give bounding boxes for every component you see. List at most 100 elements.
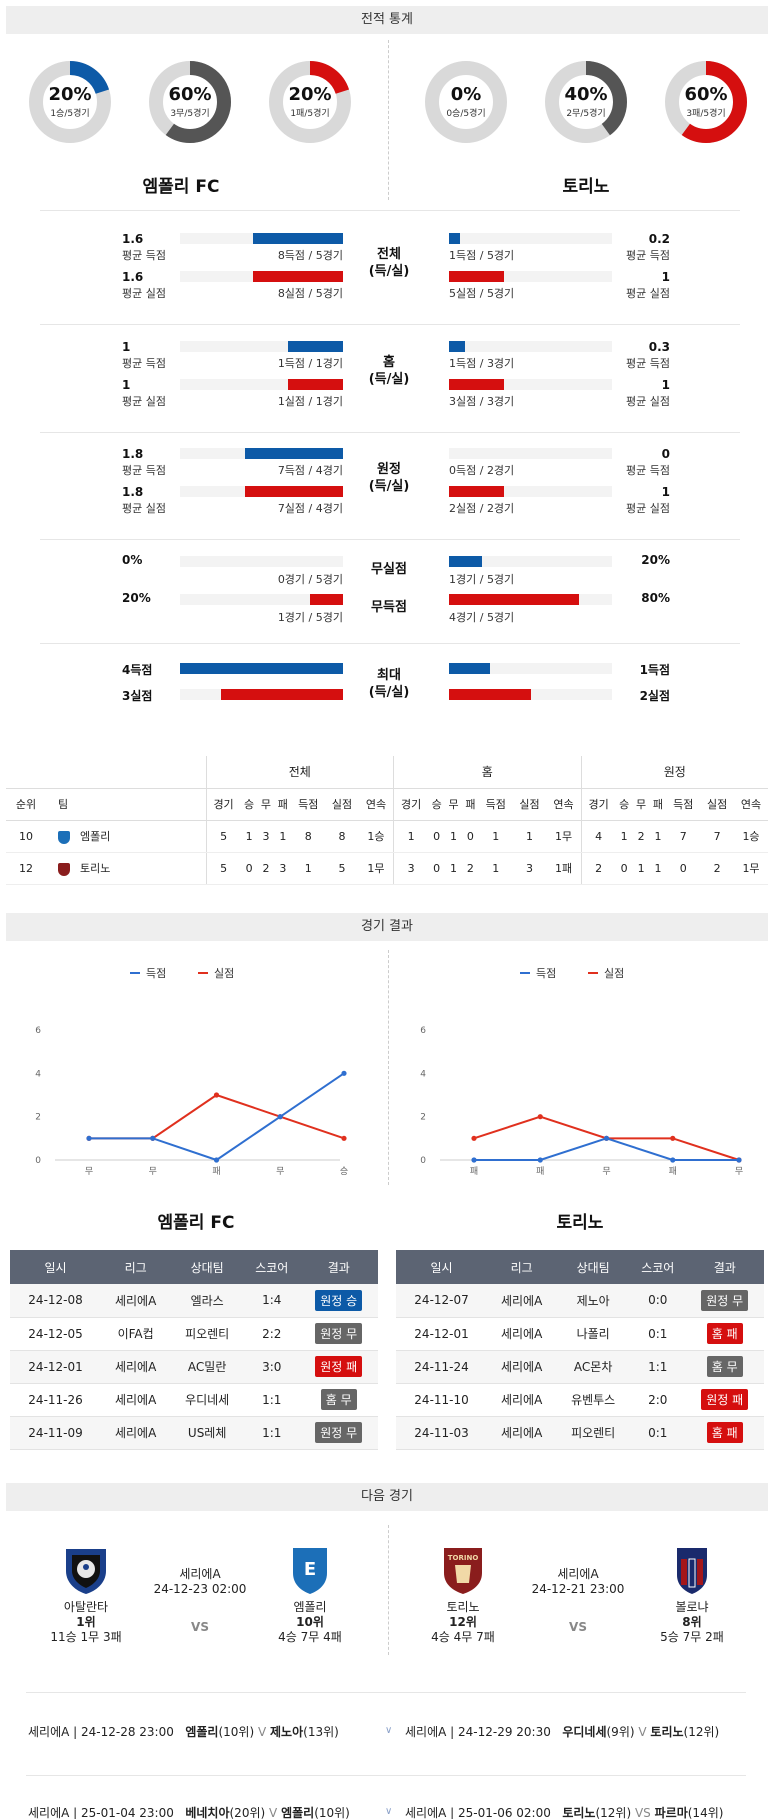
donut-arc: [665, 61, 747, 143]
rank-col-head: 연속: [358, 787, 394, 821]
stat-bar-right-track: [449, 486, 612, 497]
results-result: 원정 승: [299, 1284, 378, 1318]
upcoming-right[interactable]: 세리에A | 24-12-29 20:30 우디네세(9위) V 토리노(12위…: [405, 1725, 720, 1739]
results-date: 24-11-26: [10, 1383, 102, 1417]
results-opp: 엘라스: [170, 1284, 245, 1318]
away-results-chart: 득점 실점 0 2 4 6 패 패 무 패 무: [420, 967, 743, 1177]
x-tick-label: 패: [470, 1166, 478, 1177]
donut-sub: 3패/5경기: [686, 109, 726, 119]
x-tick-label: 무: [735, 1166, 743, 1177]
stat-right-label: 평균 득점: [626, 357, 670, 370]
results-league: 세리에A: [101, 1284, 171, 1318]
results-score: 0:0: [630, 1284, 686, 1318]
y-tick-label: 6: [420, 1026, 426, 1036]
upcoming-right[interactable]: 세리에A | 25-01-06 02:00 토리노(12위) VS 파르마(14…: [405, 1806, 724, 1819]
results-opp: US레체: [170, 1416, 245, 1450]
next-header: 다음 경기: [6, 1483, 768, 1511]
pct-right-note: 1경기 / 5경기: [449, 573, 515, 586]
rank-col-head: 승: [240, 787, 258, 821]
results-league: 세리에A: [101, 1350, 171, 1384]
next-right-home-name: 토리노: [446, 1600, 480, 1614]
max-bar-right-bar: [449, 689, 531, 700]
rank-col-head: 실점: [700, 787, 734, 821]
max-left-value: 3실점: [122, 689, 153, 703]
stat-left-value: 1.8: [122, 447, 144, 461]
donut-ring: [29, 61, 111, 143]
torino-icon: [58, 862, 70, 876]
max-left-value: 4득점: [122, 663, 153, 677]
rank-group-away: 원정: [580, 756, 768, 788]
rank-cell: 0: [666, 852, 701, 885]
next-left-home-record: 11승 1무 3패: [50, 1630, 122, 1644]
results-row: 24-11-03 세리에A 피오렌티 0:1 홈 패: [396, 1416, 764, 1450]
y-tick-label: 2: [35, 1113, 41, 1123]
results-score: 1:4: [244, 1284, 300, 1318]
divider: [26, 1692, 746, 1693]
max-bar-left-bar: [180, 663, 343, 674]
results-score: 1:1: [244, 1383, 300, 1417]
stat-right-note: 1득점 / 3경기: [449, 357, 515, 370]
atalanta-crest-icon: [66, 1549, 106, 1594]
results-date: 24-12-01: [396, 1317, 488, 1351]
results-score: 0:1: [630, 1416, 686, 1450]
result-badge: 원정 패: [701, 1389, 749, 1410]
results-league: 세리에A: [487, 1383, 557, 1417]
stat-left-label: 평균 실점: [122, 287, 166, 300]
series-line: [89, 1093, 345, 1140]
donut-pct: 40%: [564, 84, 608, 105]
results-opp: 피오렌티: [556, 1416, 631, 1450]
next-left-datetime: 24-12-23 02:00: [153, 1582, 247, 1596]
result-badge: 원정 승: [315, 1289, 363, 1311]
rank-row: 12 토리노 5 0 2 3 1 5 1무 3 0 1 2 1 3 1패 2 0 1 1 0 2 1무: [6, 852, 768, 885]
rank-cell: 0: [240, 852, 258, 885]
results-col-head: 리그: [101, 1250, 171, 1284]
results-league: 세리에A: [101, 1383, 171, 1417]
chevron-down-icon[interactable]: ∨: [385, 1806, 393, 1817]
upcoming-left[interactable]: 세리에A | 24-12-28 23:00 엠폴리(10위) V 제노아(13위…: [28, 1725, 339, 1739]
divider: [40, 324, 740, 325]
stat-bar-right-bar: [449, 271, 505, 282]
series-point: [471, 1157, 477, 1163]
max-bar-left-track: [180, 689, 343, 700]
stat-left-note: 7실점 / 4경기: [277, 502, 343, 515]
stat-left-label: 평균 실점: [122, 395, 166, 408]
home-team-title: 엠폴리 FC: [142, 177, 220, 197]
rank-cell: 1무: [734, 852, 768, 885]
chevron-down-icon[interactable]: ∨: [385, 1725, 393, 1736]
stat-right-note: 5실점 / 5경기: [449, 287, 515, 300]
rank-cell: 1: [512, 820, 547, 853]
results-score: 2:0: [630, 1383, 686, 1417]
donut-ring: [425, 61, 507, 143]
stat-left-note: 8득점 / 5경기: [277, 249, 343, 262]
results-score: 2:2: [244, 1317, 300, 1351]
results-opp: 피오렌티: [170, 1317, 245, 1351]
pct-left-value: 0%: [122, 553, 143, 567]
stat-bar-left-track: [180, 448, 343, 459]
x-tick-label: 무: [602, 1166, 610, 1177]
pct-bar-right-track: [449, 556, 612, 567]
rank-cell: 7: [666, 820, 701, 853]
rank-cell: 2: [461, 852, 479, 885]
stat-left-value: 1: [122, 378, 131, 392]
results-result: 홈 패: [685, 1416, 764, 1450]
stat-right-value: 1: [661, 270, 670, 284]
donut-ring: [665, 61, 747, 143]
y-tick-label: 0: [420, 1156, 426, 1166]
stat-left-note: 8실점 / 5경기: [277, 287, 343, 300]
rank-row: 10 엠폴리 5 1 3 1 8 8 1승 1 0 1 0 1 1 1무 4 1 2 1 7 7 1승: [6, 820, 768, 853]
stat-left-label: 평균 실점: [122, 502, 166, 515]
next-right-datetime: 24-12-21 23:00: [531, 1582, 625, 1596]
upcoming-left[interactable]: 세리에A | 25-01-04 23:00 베네치아(20위) V 엠폴리(10…: [28, 1806, 350, 1819]
results-row: 24-12-01 세리에A AC밀란 3:0 원정 패: [10, 1350, 378, 1384]
pct-bar-right-bar: [449, 594, 580, 605]
rank-team[interactable]: 엠폴리: [46, 820, 206, 853]
stat-bar-right-track: [449, 379, 612, 390]
rank-cell: 1: [274, 820, 292, 853]
results-league: 세리에A: [487, 1350, 557, 1384]
rank-cell: 3: [512, 852, 547, 885]
stat-bar-right-bar: [449, 486, 505, 497]
rank-team[interactable]: 토리노: [46, 852, 206, 885]
pct-bar-left-track: [180, 594, 343, 605]
pct-category: 무실점: [371, 562, 407, 577]
series-point: [86, 1135, 92, 1141]
